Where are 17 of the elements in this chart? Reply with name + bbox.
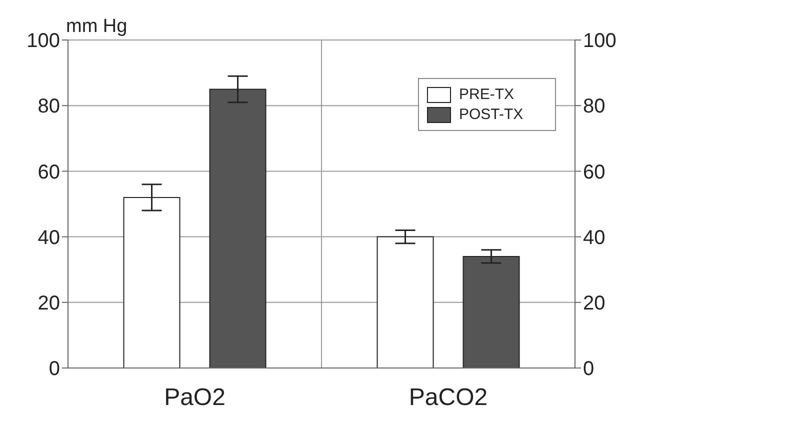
y-tick-label: 20 <box>38 292 60 314</box>
legend-label: PRE-TX <box>459 86 514 103</box>
y-tick-label: 60 <box>38 161 60 184</box>
x-tick-label: PaCO2 <box>408 384 488 412</box>
y-tick-label: 100 <box>26 30 60 52</box>
y-tick-label: 40 <box>38 226 60 249</box>
y2-tick-label: 0 <box>583 358 594 380</box>
y2-tick-label: 20 <box>583 292 606 314</box>
y-tick-label: 0 <box>48 358 60 380</box>
legend-label: POST-TX <box>459 106 524 123</box>
x-tick-label: PaO2 <box>164 384 226 412</box>
y-tick-label: 80 <box>38 96 60 118</box>
y2-tick-label: 40 <box>583 226 606 249</box>
y2-tick-label: 60 <box>583 161 606 184</box>
y2-tick-label: 80 <box>583 96 606 118</box>
y2-tick-label: 100 <box>583 30 616 52</box>
y-axis-title: mm Hg <box>66 16 128 38</box>
